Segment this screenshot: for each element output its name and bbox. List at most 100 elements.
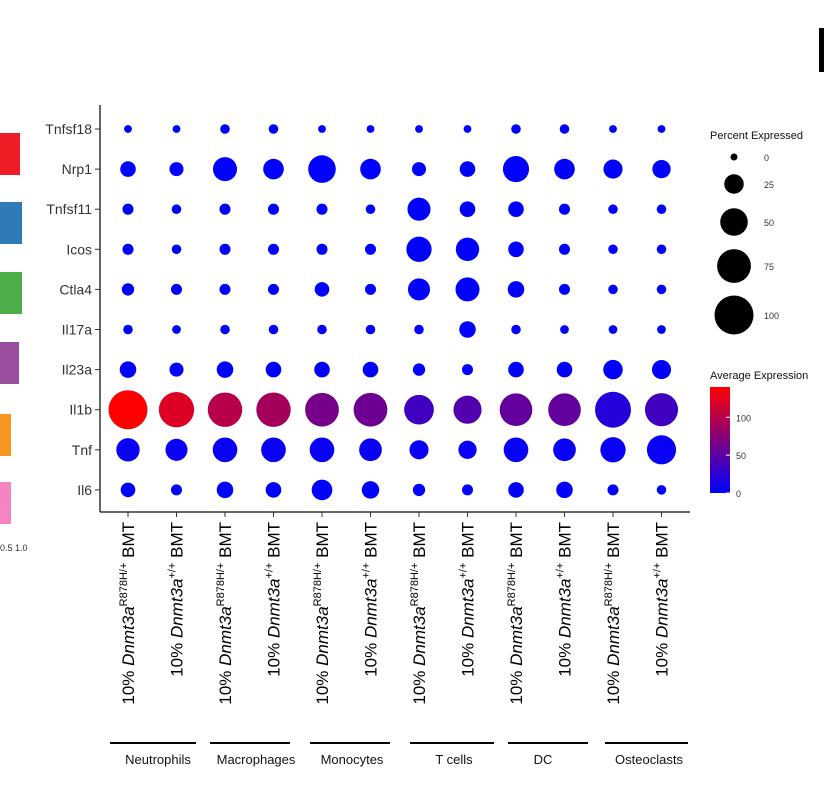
group-bracket bbox=[508, 742, 588, 744]
color-legend-title: Average Expression bbox=[710, 370, 808, 382]
dot bbox=[267, 243, 280, 255]
dot bbox=[263, 158, 284, 180]
dot bbox=[508, 201, 524, 217]
dot bbox=[511, 324, 521, 335]
gene-label: Nrp1 bbox=[62, 161, 93, 177]
dot bbox=[158, 392, 195, 428]
gene-label: Ctla4 bbox=[59, 281, 92, 297]
dot bbox=[165, 438, 188, 461]
dot bbox=[172, 325, 181, 334]
dot bbox=[508, 361, 524, 378]
dot bbox=[657, 325, 666, 334]
dot bbox=[365, 324, 376, 335]
dot bbox=[558, 243, 571, 255]
size-legend-label: 75 bbox=[764, 262, 774, 272]
group-bracket bbox=[110, 742, 196, 744]
dot bbox=[651, 360, 672, 380]
dot bbox=[407, 197, 431, 221]
dot bbox=[308, 155, 336, 183]
dot bbox=[171, 204, 182, 214]
dot bbox=[170, 283, 183, 295]
side-bar-1 bbox=[0, 202, 22, 244]
dot bbox=[120, 482, 136, 498]
color-legend-bar bbox=[710, 387, 730, 493]
gene-label: Tnfsf18 bbox=[45, 121, 92, 137]
group-label: Neutrophils bbox=[125, 752, 191, 767]
dot bbox=[407, 278, 431, 301]
dot bbox=[656, 485, 667, 495]
dot bbox=[219, 203, 231, 215]
dot bbox=[511, 124, 521, 134]
color-legend-label: 0 bbox=[736, 489, 741, 499]
dot bbox=[463, 125, 472, 133]
dot bbox=[455, 277, 480, 302]
side-bar-3 bbox=[0, 342, 19, 384]
dot bbox=[108, 390, 148, 430]
group-label: Osteoclasts bbox=[615, 752, 683, 767]
dot bbox=[459, 201, 476, 217]
size-legend-label: 25 bbox=[764, 180, 774, 190]
dot bbox=[220, 324, 230, 335]
dot bbox=[458, 440, 477, 459]
dot bbox=[556, 481, 573, 499]
dot bbox=[414, 324, 424, 335]
dot bbox=[461, 364, 474, 376]
dot bbox=[607, 484, 619, 496]
group-bracket bbox=[310, 742, 390, 744]
dot bbox=[459, 161, 476, 177]
dot bbox=[361, 481, 380, 499]
sample-label: 10% Dnmt3aR878H/+ BMT bbox=[118, 522, 138, 705]
dot bbox=[499, 393, 533, 427]
dot bbox=[314, 282, 330, 297]
dot bbox=[415, 125, 423, 133]
dot bbox=[412, 363, 426, 376]
dot bbox=[261, 437, 286, 463]
dot bbox=[608, 244, 618, 255]
dot bbox=[207, 392, 243, 427]
dot bbox=[212, 437, 238, 463]
side-bar-4 bbox=[0, 414, 11, 456]
dot bbox=[265, 361, 282, 378]
sample-label: 10% Dnmt3a+/+ BMT bbox=[555, 522, 575, 677]
size-legend-title: Percent Expressed bbox=[710, 130, 803, 142]
dot bbox=[507, 281, 525, 298]
group-label: Monocytes bbox=[320, 752, 384, 767]
gene-label: Tnf bbox=[72, 442, 92, 458]
gene-label: Il17a bbox=[62, 322, 93, 338]
dot bbox=[603, 359, 623, 380]
dot bbox=[265, 482, 282, 498]
dot bbox=[317, 324, 327, 335]
dot bbox=[644, 393, 679, 427]
dot bbox=[554, 158, 575, 180]
dot bbox=[169, 362, 184, 377]
dot bbox=[171, 244, 182, 255]
panel-edge-mark bbox=[819, 28, 824, 72]
size-legend-dot bbox=[717, 249, 751, 283]
dot bbox=[455, 237, 480, 261]
dot bbox=[360, 158, 381, 180]
size-legend-dot bbox=[714, 295, 754, 335]
dot bbox=[119, 361, 137, 378]
dot bbox=[459, 321, 476, 338]
side-bar-0 bbox=[0, 133, 20, 175]
group-bracket bbox=[410, 742, 494, 744]
dot bbox=[309, 437, 335, 463]
dot bbox=[603, 159, 623, 179]
dot bbox=[212, 157, 238, 182]
dot bbox=[172, 125, 181, 133]
dot bbox=[316, 243, 328, 255]
dot bbox=[267, 283, 280, 295]
sample-label: 10% Dnmt3aR878H/+ BMT bbox=[312, 522, 332, 705]
dot bbox=[353, 392, 388, 427]
dot bbox=[609, 125, 617, 133]
dot bbox=[256, 392, 291, 427]
side-bar-5 bbox=[0, 482, 11, 524]
dot bbox=[169, 162, 184, 177]
dot bbox=[508, 241, 524, 258]
color-legend-label: 100 bbox=[736, 413, 751, 423]
sample-label: 10% Dnmt3a+/+ BMT bbox=[652, 522, 672, 677]
dot bbox=[503, 437, 529, 463]
gene-label: Il23a bbox=[62, 362, 93, 378]
